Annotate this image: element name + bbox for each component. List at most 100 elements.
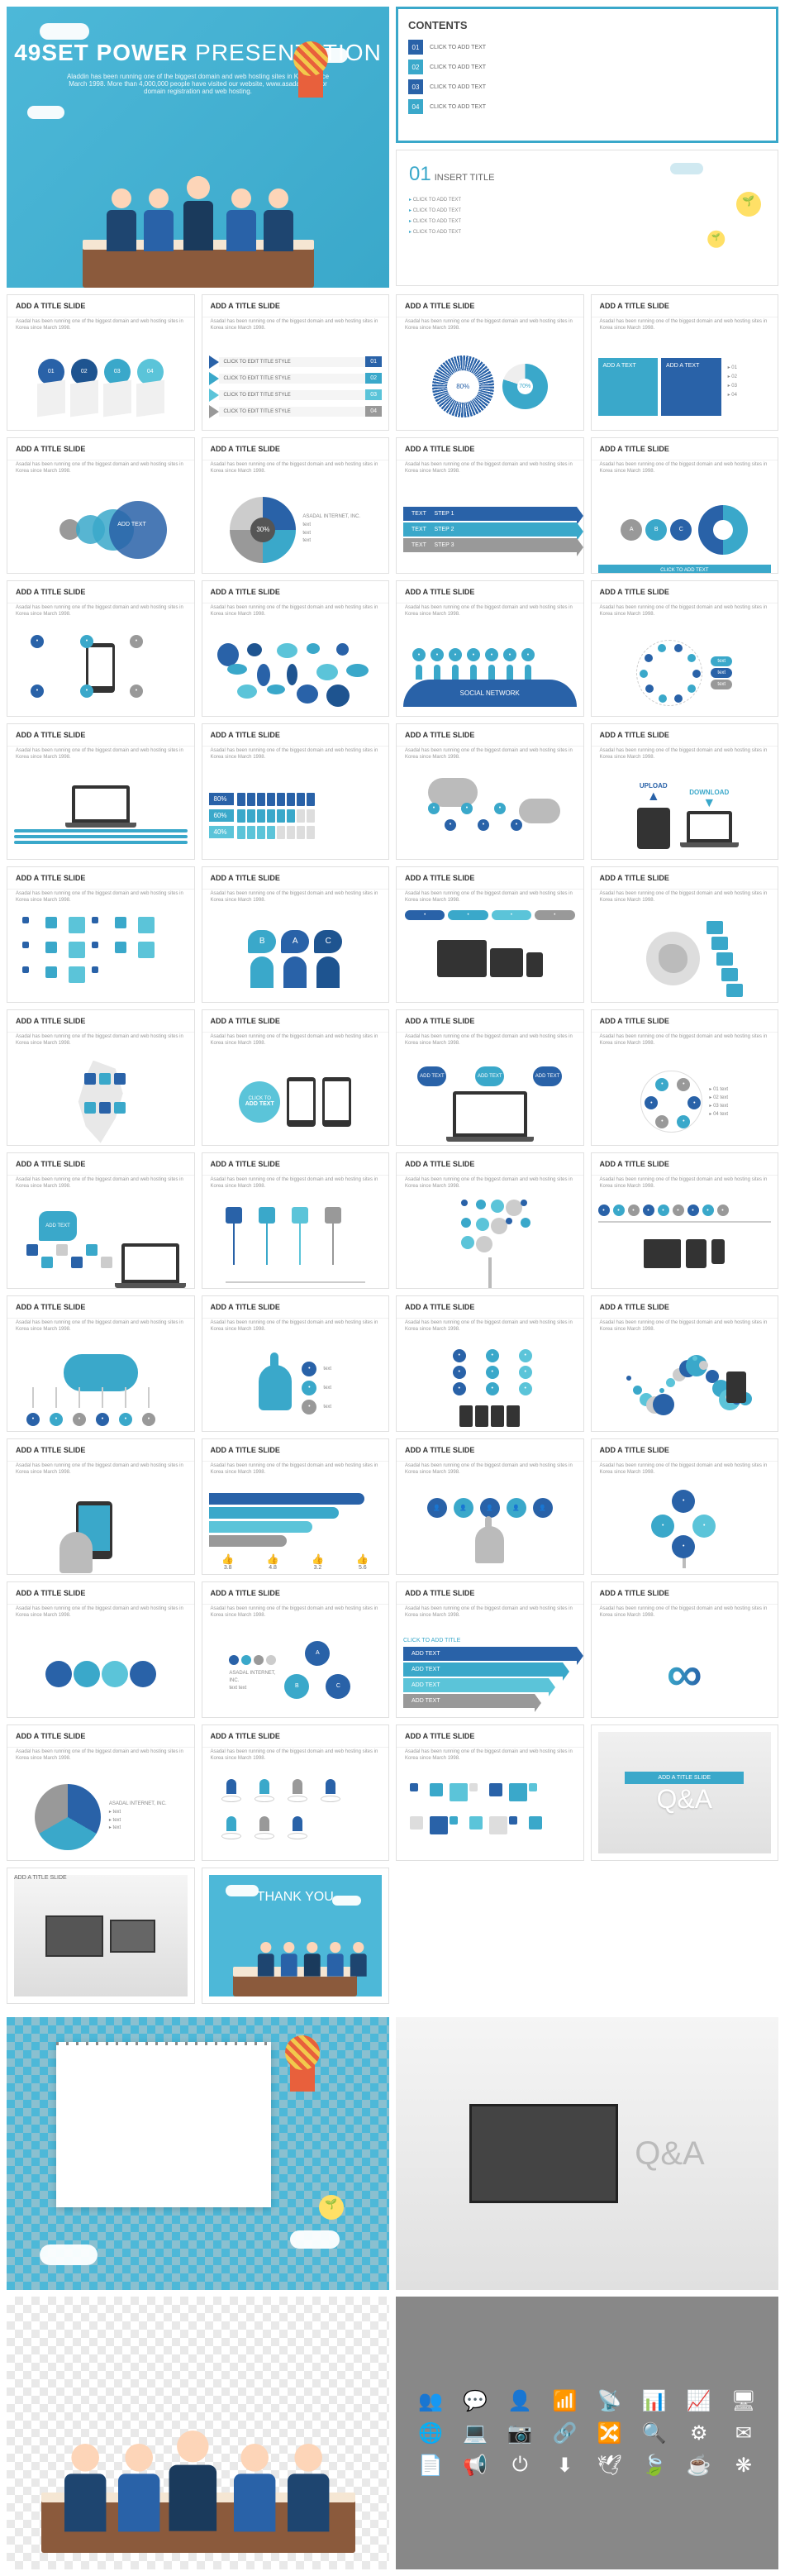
avatar-circle: 👤 [480,1498,500,1518]
timeline-node: • [628,1205,640,1216]
scatter-node [115,917,126,928]
slide-subtitle: Asadal has been running one of the bigge… [202,317,389,334]
arrow-item: ADD TEXT [403,1647,577,1661]
pct-badge: 60% [209,809,234,822]
option-node: • [302,1400,316,1414]
scatter-node [92,917,98,923]
slide-subtitle: Asadal has been running one of the bigge… [397,1462,583,1478]
template-slide: ADD A TITLE SLIDE Asadal has been runnin… [396,1009,584,1146]
slide-title: ADD A TITLE SLIDE [592,1010,778,1033]
gear-icon [45,1661,72,1687]
phone-icon [507,1405,520,1427]
map-marker [99,1102,111,1114]
slide-subtitle: Asadal has been running one of the bigge… [397,1033,583,1049]
slide-subtitle: Asadal has been running one of the bigge… [592,1462,778,1478]
template-slide: ADD A TITLE SLIDE Asadal has been runnin… [202,1152,390,1289]
slide-title: ADD A TITLE SLIDE [592,867,778,890]
template-slide: ADD A TITLE SLIDE Asadal has been runnin… [396,1152,584,1289]
globe-network [636,640,702,706]
grid-node: • [486,1382,499,1395]
tree-leaf [491,1218,507,1234]
list-row: CLICK TO EDIT TITLE STYLE [219,357,366,367]
bubble-icon [326,685,350,707]
bubble-icon [316,664,338,680]
slide-title: ADD A TITLE SLIDE [14,1875,67,1881]
icon-glyph: 🕊 [592,2454,628,2478]
phone-icon [726,1371,746,1403]
gear-icon [102,1661,128,1687]
slide-subtitle: Asadal has been running one of the bigge… [7,1462,194,1478]
icon-glyph: 👥 [412,2389,449,2413]
scatter-icon [41,1257,53,1268]
map-marker [84,1102,96,1114]
slide-title: ADD A TITLE SLIDE [7,295,194,317]
speech-icon: • [485,648,498,661]
tag-pill: • [492,910,531,920]
qa-text: Q&A [635,2135,704,2173]
cloud-node: • [428,803,440,814]
slide-title: ADD A TITLE SLIDE [7,1582,194,1605]
template-slide: ADD A TITLE SLIDEQ&A [591,1724,779,1861]
template-slide: ADD A TITLE SLIDE Asadal has been runnin… [7,866,195,1003]
template-slide: ADD A TITLE SLIDE Asadal has been runnin… [7,1581,195,1718]
donut-chart: 30% [230,497,296,563]
slide-title: ADD A TITLE SLIDE [7,1153,194,1176]
branch-node [226,1207,242,1224]
device-icon [237,793,245,806]
bar [209,1535,287,1547]
grid-node: • [453,1366,466,1379]
template-slide: ADD A TITLE SLIDE Asadal has been runnin… [202,1009,390,1146]
bar-value: 3.2 [312,1565,324,1571]
tree-node: • [672,1535,695,1558]
slide-subtitle: Asadal has been running one of the bigge… [7,317,194,334]
scatter-node [138,917,155,933]
phone-icon [459,1405,473,1427]
icon-glyph: 🖥 [726,2389,762,2413]
monitor-icon [469,2104,618,2203]
slide-subtitle: Asadal has been running one of the bigge… [202,890,389,906]
speech-bubble: A [281,930,309,953]
speech-bubble: C [314,930,342,953]
device-icon [307,793,315,806]
map-node [489,1783,502,1796]
timeline-node: • [658,1205,669,1216]
device-icon [247,826,255,839]
scatter-node [45,942,57,953]
tree-leaf [506,1200,522,1216]
asset-paper [7,2017,389,2290]
slide-title: ADD A TITLE SLIDE [202,295,389,317]
slide-title: ADD A TITLE SLIDE [202,581,389,603]
contents-label: CLICK TO ADD TEXT [430,64,486,70]
hero-subtitle: Aladdin has been running one of the bigg… [64,73,331,95]
slide-title: ADD A TITLE SLIDE [7,1010,194,1033]
icon-glyph: ✉ [726,2421,762,2445]
slide-title: ADD A TITLE SLIDE [202,438,389,460]
device-icon [307,809,315,823]
map-node [529,1816,542,1829]
bubble-icon [287,664,297,685]
bar-value: 4.8 [267,1565,279,1571]
timeline-node: • [702,1205,714,1216]
flag-icon [711,937,728,950]
speech-icon: • [521,648,535,661]
tree-node: • [651,1515,674,1538]
template-slide: ADD A TITLE SLIDE Asadal has been runnin… [396,1438,584,1575]
template-slide: ADD A TITLE SLIDE Asadal has been runnin… [396,1581,584,1718]
template-slide: ADD A TITLE SLIDE Asadal has been runnin… [396,294,584,431]
slide-title: ADD A TITLE SLIDE [397,724,583,747]
icon-glyph: 🔀 [592,2421,628,2445]
monitor-icon [437,940,487,977]
template-slide: ADD A TITLE SLIDE Asadal has been runnin… [202,1581,390,1718]
contents-num: 04 [408,99,423,114]
timeline-node: • [598,1205,610,1216]
contents-item: 01CLICK TO ADD TEXT [408,40,766,55]
speech-icon: • [503,648,516,661]
icon-glyph: ⚙ [681,2421,717,2445]
cloud-node: • [119,1413,132,1426]
laptop-icon [72,785,130,823]
letter-node: B [284,1674,309,1699]
phone-icon [475,1405,488,1427]
arrow-item: ADD TEXT [403,1694,535,1708]
template-slide: ADD A TITLE SLIDE Asadal has been runnin… [7,1724,195,1861]
map-marker [114,1073,126,1085]
